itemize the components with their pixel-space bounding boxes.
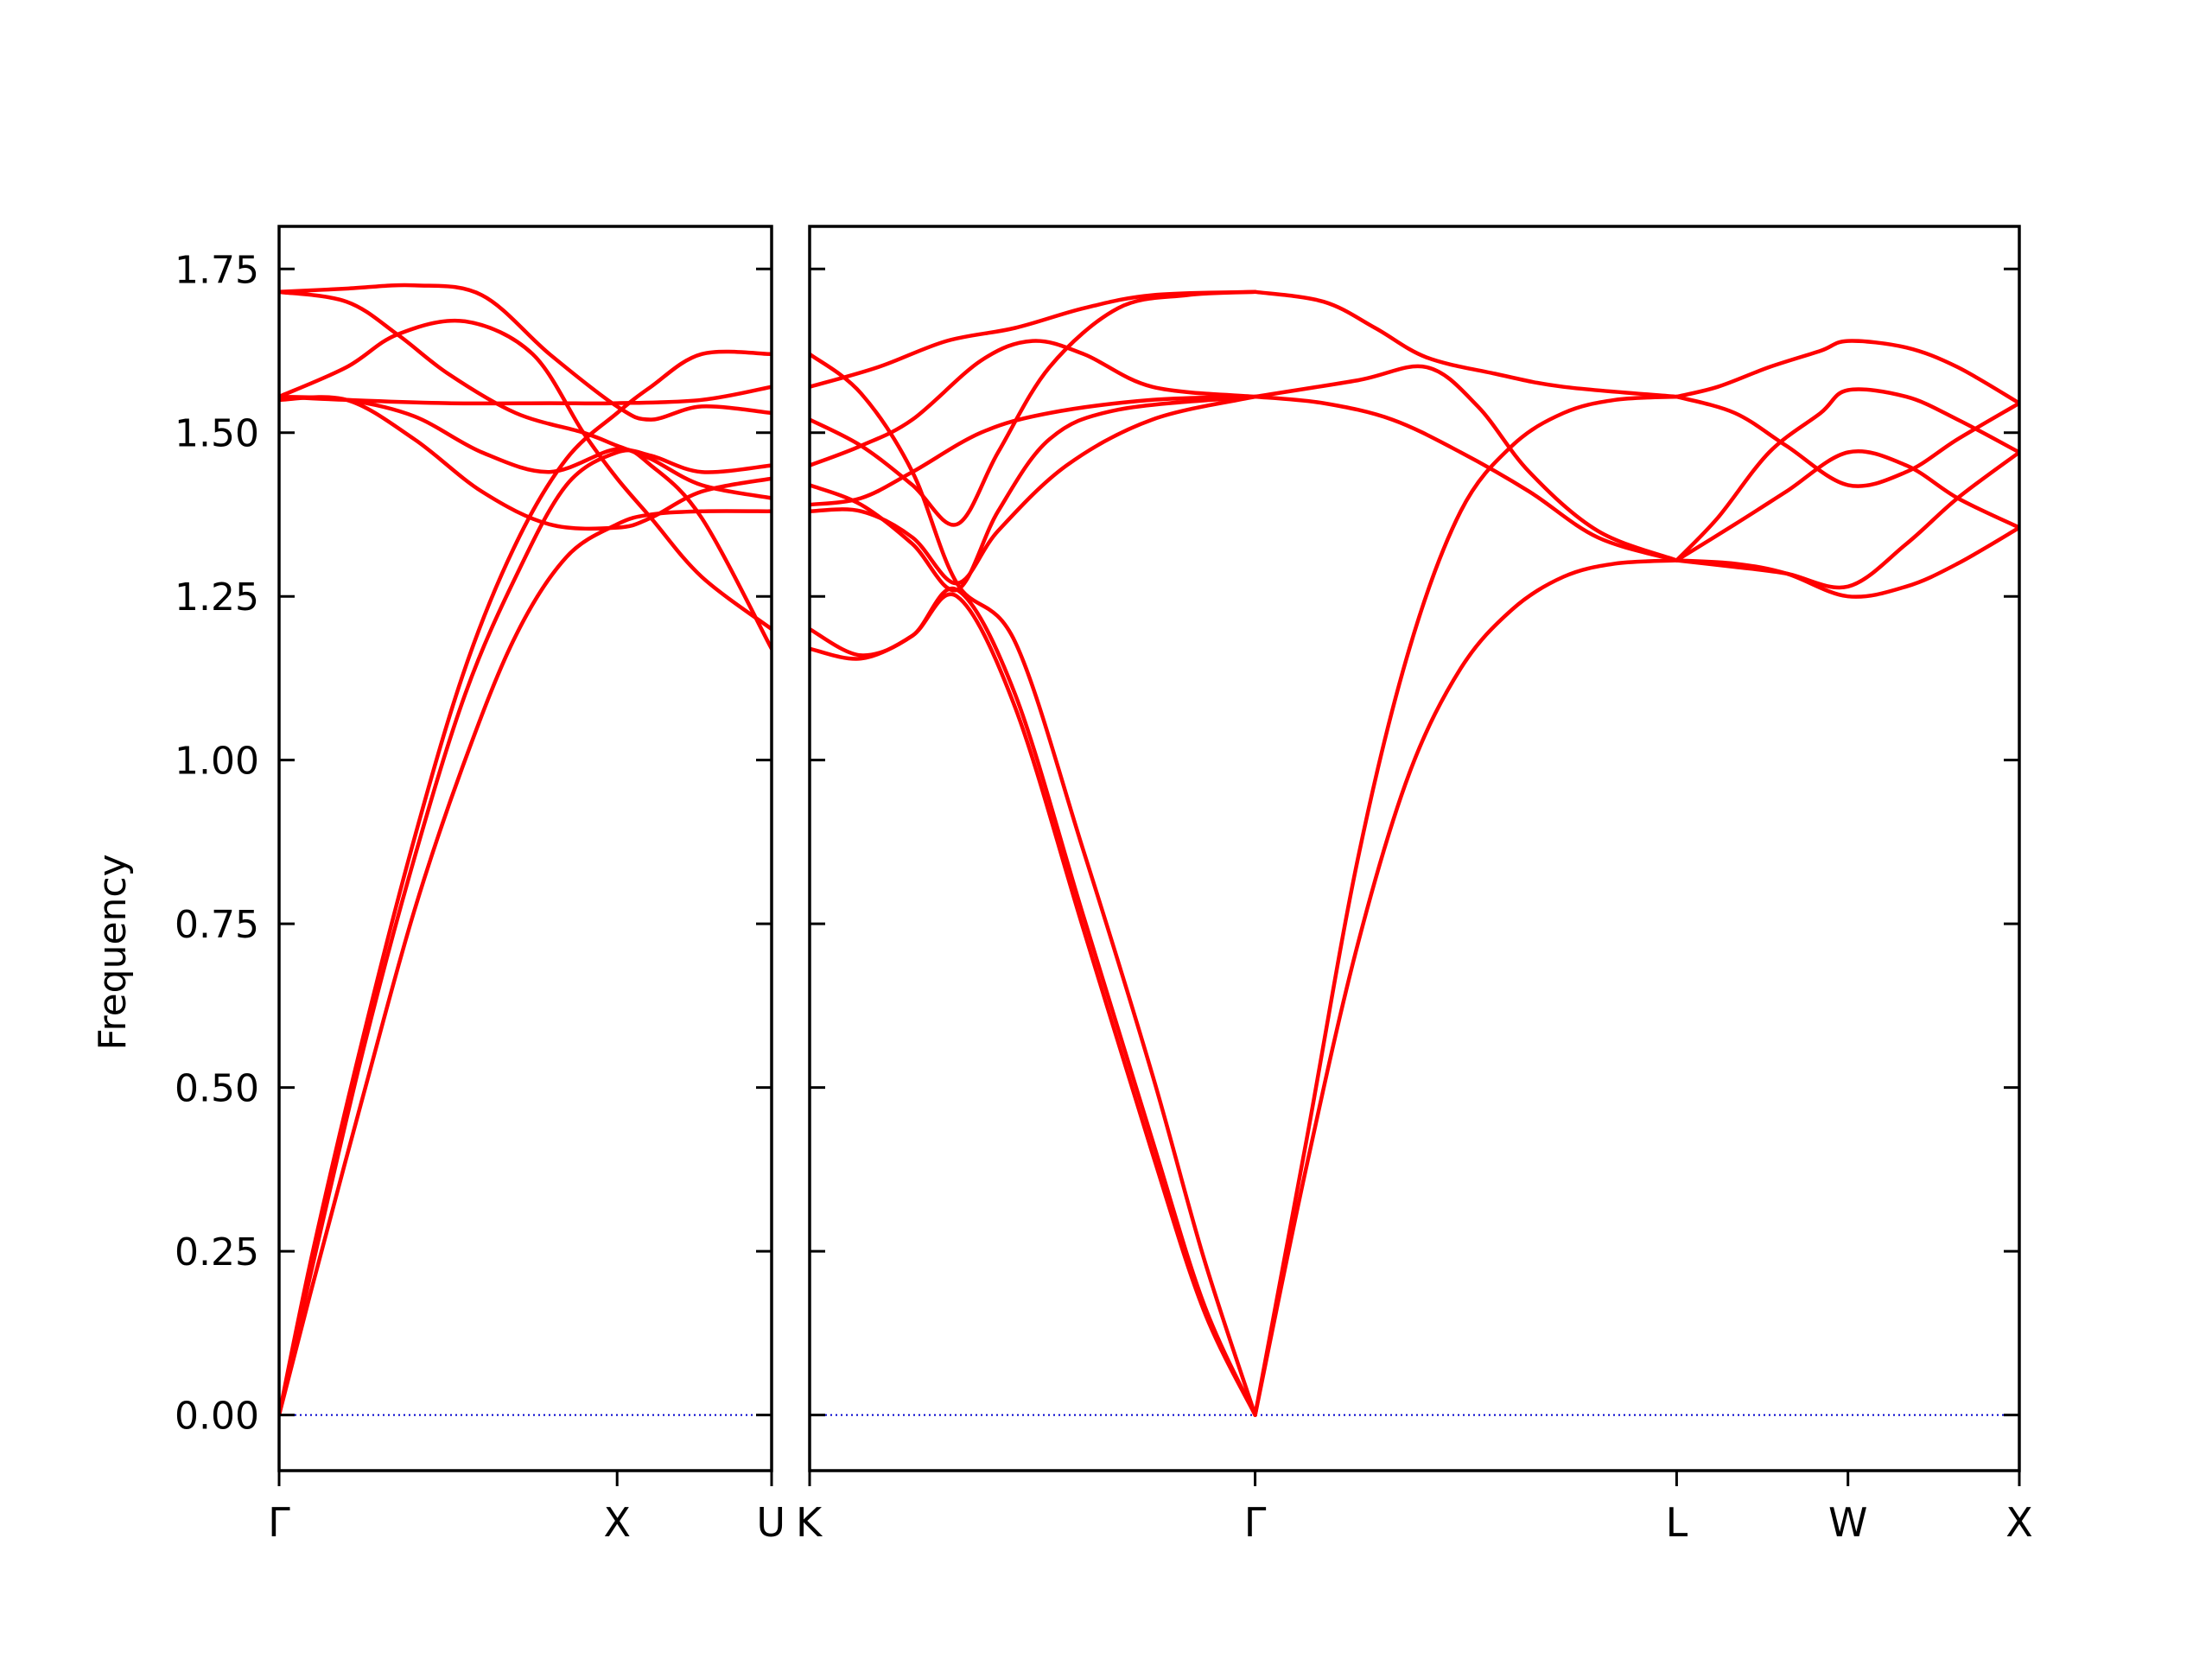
band-line-7 <box>279 318 772 632</box>
x-tick-label: K <box>796 1499 823 1546</box>
band-line-3 <box>810 352 1257 1417</box>
y-tick-label: 1.00 <box>175 740 259 784</box>
band-line-1 <box>279 509 772 1417</box>
band-line-19 <box>1675 387 2019 563</box>
band-line-6 <box>810 394 1257 507</box>
band-line-2 <box>279 448 772 1417</box>
band-line-15 <box>1675 525 2019 599</box>
band-line-2 <box>810 592 1257 1417</box>
y-tick-label: 0.25 <box>175 1230 259 1274</box>
x-tick-label: X <box>2005 1499 2033 1546</box>
band-line-18 <box>1675 394 2019 488</box>
bands-group <box>810 289 2019 1417</box>
band-line-20 <box>1675 339 2019 405</box>
band-line-11 <box>1253 394 1679 1417</box>
x-tick-label: Γ <box>1244 1499 1267 1546</box>
band-line-10 <box>1253 558 1679 1417</box>
y-tick-label: 0.50 <box>175 1067 259 1111</box>
y-tick-label: 1.50 <box>175 412 259 456</box>
band-line-6 <box>279 385 772 406</box>
band-line-8 <box>810 289 1257 527</box>
x-tick-label: X <box>603 1499 631 1546</box>
y-tick-label: 1.75 <box>175 248 259 292</box>
band-line-7 <box>810 339 1257 467</box>
band-line-5 <box>279 394 772 652</box>
x-tick-label: Γ <box>268 1499 290 1546</box>
band-line-17 <box>1675 449 2019 563</box>
band-line-5 <box>810 394 1257 593</box>
band-line-13 <box>1253 364 1679 563</box>
y-tick-label: 0.00 <box>175 1395 259 1439</box>
y-tick-label: 0.75 <box>175 903 259 947</box>
band-line-9 <box>810 289 1257 389</box>
band-line-12 <box>1253 394 1679 563</box>
band-line-3 <box>279 349 772 1417</box>
y-axis-label: Frequency <box>91 854 135 1050</box>
bands-group <box>279 283 772 1417</box>
x-tick-label: L <box>1666 1499 1688 1546</box>
panel-frame <box>277 225 773 1472</box>
band-line-9 <box>279 283 772 422</box>
band-line-14 <box>1253 289 1679 399</box>
y-tick-label: 1.25 <box>175 575 259 620</box>
x-tick-label: U <box>756 1499 785 1546</box>
plot-area: 0.00 0.25 0.50 0.75 1.00 1.25 1.50 1.75 Γ X U K Γ L W X <box>175 225 2033 1546</box>
band-line-8 <box>279 289 772 500</box>
panel-frame <box>808 225 2021 1472</box>
x-tick-label: W <box>1828 1499 1867 1546</box>
